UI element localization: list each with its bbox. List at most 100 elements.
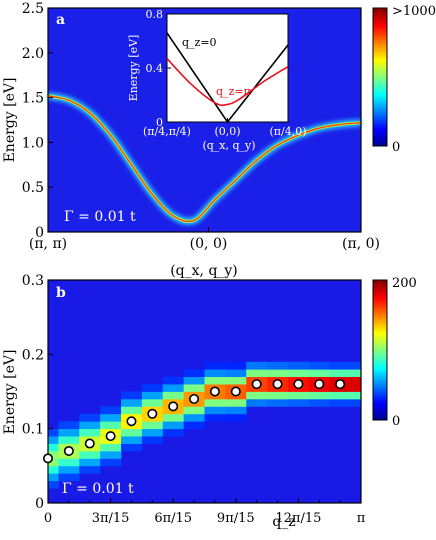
heatmap-cell	[141, 428, 164, 437]
heatmap-cell	[225, 398, 247, 407]
heatmap-cell	[141, 391, 164, 400]
heatmap-cell	[350, 369, 361, 378]
heatmap-cell	[48, 465, 59, 474]
heatmap-cell	[79, 428, 101, 437]
heatmap-cell	[308, 369, 331, 378]
x-tick-label: 6π/15	[154, 511, 192, 526]
heatmap-cell	[162, 391, 185, 400]
heatmap-cell	[183, 384, 205, 392]
heatmap-cell	[329, 398, 351, 407]
panel-b-ylabel: Energy [eV]	[2, 350, 18, 435]
heatmap-cell	[246, 398, 268, 407]
heatmap-cell	[141, 398, 164, 407]
heatmap-cell	[79, 450, 101, 459]
x-tick-label: 0	[44, 511, 52, 526]
peak-marker	[293, 379, 304, 390]
heatmap-cell	[246, 391, 268, 400]
heatmap-cell	[350, 384, 361, 392]
panel-b-y-axis: 0 0.1 0.2 0.3	[22, 273, 53, 512]
heatmap-cell	[162, 421, 185, 430]
inset-xlabel: (q_x, q_y)	[202, 139, 255, 152]
heatmap-cell	[267, 398, 289, 407]
heatmap-cell	[329, 361, 351, 370]
inset-series-label-qz0: q_z=0	[182, 36, 217, 49]
heatmap-cell	[350, 391, 361, 400]
heatmap-cell	[183, 406, 205, 415]
heatmap-cell	[308, 398, 331, 407]
heatmap-cell	[329, 391, 351, 400]
y-tick-label: 1.5	[22, 91, 44, 107]
peak-marker	[209, 386, 220, 397]
heatmap-cell	[183, 376, 205, 385]
heatmap-cell	[48, 428, 59, 437]
peak-marker	[84, 438, 95, 449]
heatmap-cell	[162, 413, 185, 422]
panel-a-dispersion	[47, 92, 362, 225]
peak-marker	[126, 416, 137, 427]
inset-y-tick-label: 0.4	[146, 62, 164, 75]
heatmap-cell	[48, 450, 59, 459]
peak-marker	[335, 379, 346, 390]
panel-a-frame	[47, 7, 362, 233]
x-tick-label: (π, π)	[29, 236, 67, 252]
panel-a-gamma-annotation: Γ = 0.01 t	[64, 209, 136, 225]
heatmap-cell	[204, 376, 226, 385]
heatmap-cell	[308, 361, 331, 370]
y-tick-label: 0.1	[22, 422, 44, 438]
heatmap-cell	[225, 369, 247, 378]
inset-series-line	[166, 58, 289, 107]
heatmap-cell	[162, 384, 185, 392]
y-tick-label: 0.2	[22, 347, 44, 363]
x-tick-label: 9π/15	[217, 511, 255, 526]
panel-b-colorbar-min: 0	[392, 414, 400, 429]
heatmap-cell	[350, 398, 361, 407]
heatmap-cell	[48, 473, 59, 482]
panel-a: a Γ = 0.01 t 0 0.5 1.0 1.5 2.0 2.5 (π, π) (0, …	[2, 1, 436, 279]
heatmap-cell	[121, 436, 143, 444]
y-tick-label: 0.3	[22, 273, 44, 289]
heatmap-cell	[58, 458, 80, 467]
heatmap-cell	[267, 391, 289, 400]
inset-ylabel: Energy [eV]	[127, 35, 140, 102]
peak-marker	[168, 401, 179, 412]
inset-y-tick-label: 0.8	[146, 8, 164, 21]
y-tick-label: 0	[35, 225, 44, 241]
inset-series-label-qzpi: q_z=π	[216, 85, 251, 98]
peak-marker	[251, 379, 262, 390]
heatmap-cell	[267, 361, 289, 370]
heatmap-cell	[225, 406, 247, 415]
y-tick-label: 1.0	[22, 135, 44, 151]
inset-y-axis: 0 0.4 0.8	[146, 8, 171, 129]
panel-b-heatmap	[48, 280, 361, 503]
panel-b-colorbar	[372, 279, 388, 421]
heatmap-cell	[58, 421, 80, 430]
panel-a-xlabel: (q_x, q_y)	[170, 263, 238, 279]
panel-a-inset: 0 0.4 0.8 (π/4,π/4) (0,0) (π/4,0) Energy [eV…	[127, 8, 307, 152]
panel-a-ylabel: Energy [eV]	[2, 78, 18, 163]
panel-b-x-axis: 0 3π/15 6π/15 9π/15 12π/15 π	[44, 498, 366, 526]
heatmap-cell	[121, 428, 143, 437]
panel-a-label: a	[56, 12, 65, 28]
heatmap-cell	[183, 369, 205, 378]
heatmap-cell	[58, 465, 80, 474]
y-tick-label: 0	[35, 496, 44, 512]
heatmap-cell	[204, 398, 226, 407]
heatmap-cell	[350, 376, 361, 385]
heatmap-cell	[204, 413, 226, 422]
heatmap-cell	[58, 436, 80, 444]
y-tick-label: 2.0	[22, 46, 44, 62]
inset-y-tick-label: 0	[156, 116, 163, 129]
heatmap-cell	[48, 458, 59, 467]
heatmap-cell	[100, 406, 122, 415]
heatmap-cell	[79, 413, 101, 422]
x-tick-label: 12π/15	[275, 511, 321, 526]
heatmap-cell	[100, 443, 122, 452]
panel-b: b Γ = 0.01 t 0 0.1 0.2 0.3 0 3π/15 6π/15 9π/15…	[2, 273, 417, 530]
panel-b-gamma-annotation: Γ = 0.01 t	[62, 481, 134, 497]
heatmap-cell	[225, 413, 247, 422]
heatmap-cell	[287, 398, 310, 407]
peak-marker	[147, 408, 158, 419]
heatmap-cell	[246, 361, 268, 370]
x-tick-label: (π, 0)	[342, 236, 380, 252]
